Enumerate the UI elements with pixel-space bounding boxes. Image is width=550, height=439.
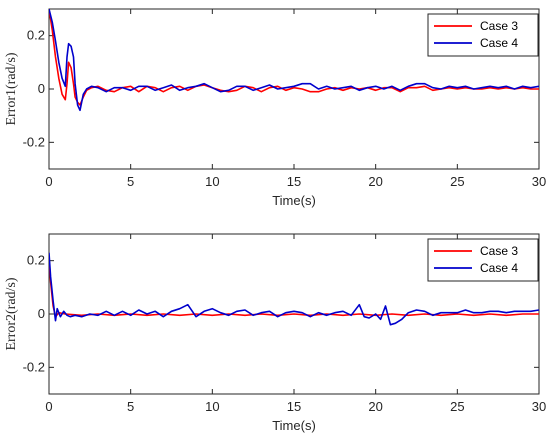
y-tick-label: -0.2 <box>23 359 45 374</box>
y-axis-label: Error2(rad/s) <box>4 277 19 350</box>
x-tick-label: 5 <box>127 174 134 189</box>
x-tick-label: 25 <box>450 174 464 189</box>
x-axis-label: Time(s) <box>272 193 316 208</box>
legend: Case 3 Case 4 <box>427 238 539 282</box>
y-tick-label: 0 <box>38 306 45 321</box>
legend-box <box>427 13 539 57</box>
legend-box <box>427 238 539 282</box>
y-tick-label: 0.2 <box>27 253 45 268</box>
x-tick-label: 10 <box>205 399 219 414</box>
legend-label: Case 4 <box>480 36 518 50</box>
series-line-case-4 <box>49 252 539 326</box>
y-axis-label: Error1(rad/s) <box>4 52 19 125</box>
x-tick-label: 20 <box>368 174 382 189</box>
x-tick-label: 15 <box>287 174 301 189</box>
legend-label: Case 3 <box>480 19 518 33</box>
series-lines <box>49 252 539 326</box>
x-tick-label: 25 <box>450 399 464 414</box>
x-tick-label: 10 <box>205 174 219 189</box>
x-tick-label: 5 <box>127 399 134 414</box>
chart-1: 0 5 10 15 20 25 30 -0.2 0 0.2 Time(s) Error1(rad/s)… <box>4 8 546 208</box>
x-tick-label: 0 <box>45 399 52 414</box>
x-tick-label: 30 <box>532 399 546 414</box>
x-axis-label: Time(s) <box>272 418 316 433</box>
legend-label: Case 3 <box>480 244 518 258</box>
x-tick-label: 15 <box>287 399 301 414</box>
x-tick-label: 20 <box>368 399 382 414</box>
y-tick-label: -0.2 <box>23 134 45 149</box>
x-tick-label: 30 <box>532 174 546 189</box>
series-lines <box>49 9 539 112</box>
y-tick-label: 0.2 <box>27 28 45 43</box>
y-tick-label: 0 <box>38 81 45 96</box>
legend: Case 3 Case 4 <box>427 13 539 57</box>
chart-2: 0 5 10 15 20 25 30 -0.2 0 0.2 Time(s) Error2(rad/s)… <box>4 233 546 433</box>
legend-label: Case 4 <box>480 261 518 275</box>
series-line-case-4 <box>49 9 539 112</box>
x-tick-label: 0 <box>45 174 52 189</box>
